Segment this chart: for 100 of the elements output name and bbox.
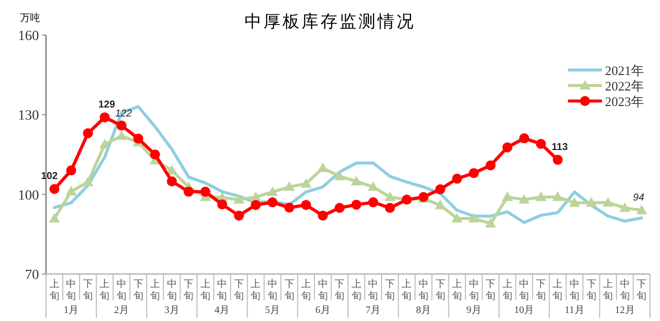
point: [318, 210, 328, 221]
text: 12月: [614, 305, 635, 316]
x-tick-label: 中旬: [468, 278, 479, 302]
point: [99, 138, 110, 148]
point: [250, 200, 261, 210]
x-tick-label: 上旬: [402, 278, 412, 302]
point: [150, 150, 160, 160]
point: [636, 204, 648, 214]
text: 4月: [214, 305, 230, 316]
point: [468, 168, 479, 178]
point: [486, 160, 496, 170]
x-tick-label: 中旬: [570, 278, 580, 302]
point: [502, 191, 513, 201]
point: [234, 210, 244, 221]
text: 2月: [114, 305, 129, 316]
point: [284, 181, 295, 191]
text: 8月: [416, 305, 431, 316]
point: [48, 213, 60, 222]
point: [250, 191, 262, 201]
x-tick-label: 下旬: [536, 279, 546, 302]
y-axis-title: 万吨: [20, 12, 40, 24]
point: [368, 197, 378, 208]
x-tick-label: 下旬: [234, 279, 244, 302]
point: [602, 197, 614, 207]
data-label: 113: [552, 142, 568, 153]
point: [468, 213, 480, 222]
x-tick-label: 上旬: [552, 278, 563, 302]
legend-label: 2022年: [605, 78, 644, 94]
point: [184, 186, 194, 197]
point: [200, 186, 210, 197]
point: [116, 120, 126, 131]
x-tick-label: 上旬: [502, 278, 512, 302]
x-tick-label: 下旬: [82, 279, 93, 302]
text: 9月: [466, 305, 482, 316]
point: [66, 165, 76, 176]
point: [452, 213, 463, 222]
x-tick-label: 中旬: [268, 278, 278, 302]
data-label: 102: [41, 171, 58, 182]
point: [300, 178, 312, 188]
point: [586, 197, 597, 207]
text: 1月: [64, 305, 79, 316]
point: [284, 202, 294, 213]
point: [116, 130, 127, 140]
point: [452, 174, 462, 184]
data-label: 94: [633, 192, 645, 204]
y-tick-label: 100: [18, 188, 39, 204]
x-tick-label: 上旬: [250, 278, 261, 302]
y-tick-label: 130: [18, 108, 39, 124]
x-tick-label: 中旬: [418, 278, 428, 302]
data-label: 122: [115, 108, 132, 120]
point: [301, 200, 312, 210]
text: 10月: [514, 305, 534, 316]
point: [351, 200, 362, 210]
x-tick-label: 上旬: [150, 278, 160, 302]
point: [66, 186, 77, 196]
x-tick-label: 上旬: [301, 278, 312, 302]
y-tick-label: 70: [25, 268, 39, 283]
legend-label: 2021年: [605, 63, 644, 78]
text: 6月: [315, 305, 330, 316]
point: [536, 138, 546, 149]
x-tick-label: 下旬: [636, 279, 647, 302]
point: [535, 191, 546, 201]
point: [133, 134, 144, 144]
y-tick-label: 160: [18, 29, 39, 44]
x-tick-label: 中旬: [318, 278, 328, 302]
point: [217, 199, 228, 210]
text: 3月: [164, 305, 180, 316]
point: [233, 194, 244, 204]
point: [435, 184, 446, 194]
x-tick-label: 上旬: [100, 278, 110, 302]
point: [317, 162, 328, 172]
x-tick-label: 下旬: [586, 279, 596, 302]
point: [619, 202, 630, 212]
point: [518, 194, 530, 204]
x-tick-label: 下旬: [435, 279, 446, 302]
point: [166, 164, 178, 174]
x-tick-label: 下旬: [334, 279, 345, 302]
text: 7月: [366, 305, 381, 316]
point: [82, 176, 94, 186]
point: [82, 128, 93, 138]
point: [334, 170, 346, 180]
text: 11月: [564, 305, 584, 316]
point: [350, 176, 362, 186]
legend-label: 2023年: [605, 94, 644, 109]
point: [334, 202, 345, 213]
point: [267, 186, 278, 196]
x-tick-label: 中旬: [166, 278, 177, 302]
point: [100, 112, 110, 122]
point: [49, 184, 60, 194]
x-tick-label: 下旬: [184, 279, 194, 302]
point: [552, 191, 564, 201]
point: [384, 202, 395, 213]
data-label: 129: [98, 99, 116, 110]
point: [166, 176, 177, 186]
point: [434, 200, 446, 210]
x-tick-label: 下旬: [384, 279, 395, 302]
text: 5月: [265, 305, 280, 316]
x-tick-label: 上旬: [603, 278, 614, 302]
point: [502, 142, 512, 152]
x-tick-label: 中旬: [217, 278, 228, 302]
